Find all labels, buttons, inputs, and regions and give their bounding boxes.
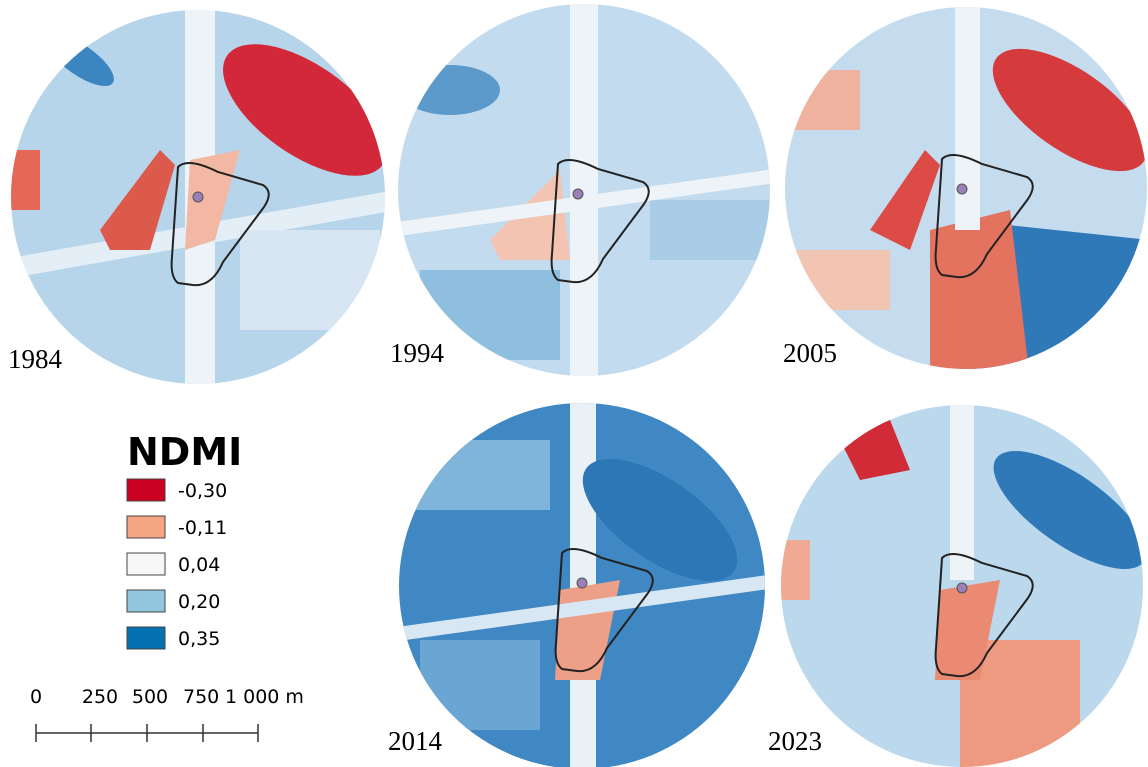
legend-swatch xyxy=(126,589,166,613)
legend-swatch xyxy=(126,515,166,539)
legend-label: 0,20 xyxy=(178,591,220,613)
year-label: 2005 xyxy=(783,338,837,368)
scale-label: 750 xyxy=(183,686,219,708)
map-1994 xyxy=(398,4,770,376)
legend-label: -0,30 xyxy=(178,480,227,502)
year-label: 2023 xyxy=(768,726,822,756)
legend-label: -0,11 xyxy=(178,517,227,539)
year-label: 2014 xyxy=(388,726,443,756)
year-label: 1994 xyxy=(390,338,445,368)
study-areas xyxy=(170,154,1034,678)
year-label: 1984 xyxy=(8,344,63,374)
legend-label: 0,04 xyxy=(178,554,220,576)
scale-label: 500 xyxy=(132,686,168,708)
scale-bar xyxy=(35,724,259,742)
scale-label: 250 xyxy=(82,686,118,708)
scale-label: 1 000 m xyxy=(225,686,304,708)
map-1984 xyxy=(11,10,385,384)
map-2014 xyxy=(399,403,765,767)
legend-title: NDMI xyxy=(127,430,242,474)
legend-label: 0,35 xyxy=(178,628,220,650)
legend: NDMI -0,30 -0,11 0,04 0,20 0,35 xyxy=(126,430,242,650)
legend-swatch xyxy=(126,552,166,576)
legend-swatch xyxy=(126,478,166,502)
legend-swatch xyxy=(126,626,166,650)
scale-label: 0 xyxy=(30,686,42,708)
